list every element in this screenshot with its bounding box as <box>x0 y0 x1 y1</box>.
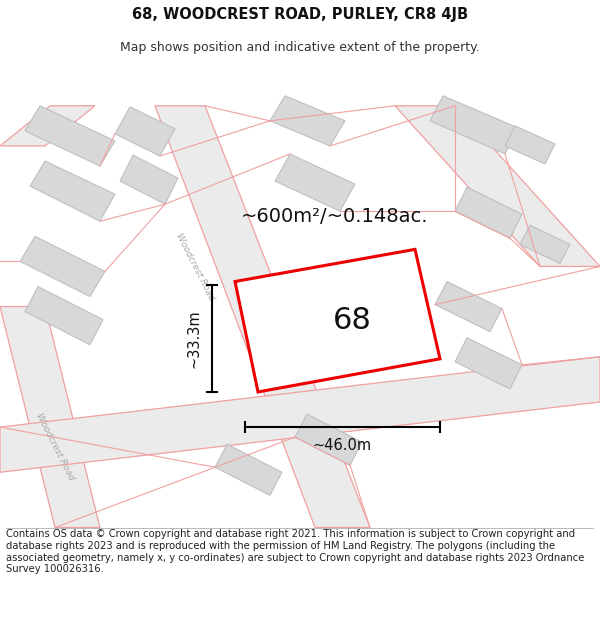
Text: Woodcrest Road: Woodcrest Road <box>34 412 76 482</box>
Polygon shape <box>30 161 115 221</box>
Text: ~46.0m: ~46.0m <box>313 438 372 452</box>
Polygon shape <box>0 307 100 528</box>
Polygon shape <box>25 106 115 166</box>
Text: Map shows position and indicative extent of the property.: Map shows position and indicative extent… <box>120 41 480 54</box>
Polygon shape <box>235 249 440 392</box>
Polygon shape <box>215 444 282 496</box>
Text: 68, WOODCREST ROAD, PURLEY, CR8 4JB: 68, WOODCREST ROAD, PURLEY, CR8 4JB <box>132 7 468 22</box>
Polygon shape <box>435 281 502 332</box>
Polygon shape <box>120 155 178 204</box>
Polygon shape <box>455 187 522 238</box>
Polygon shape <box>505 126 555 164</box>
Text: ~600m²/~0.148ac.: ~600m²/~0.148ac. <box>241 207 429 226</box>
Polygon shape <box>25 286 103 345</box>
Text: Woodcrest Road: Woodcrest Road <box>174 231 216 301</box>
Polygon shape <box>295 414 362 465</box>
Polygon shape <box>455 338 522 389</box>
Polygon shape <box>0 357 600 472</box>
Text: Contains OS data © Crown copyright and database right 2021. This information is : Contains OS data © Crown copyright and d… <box>6 529 584 574</box>
Polygon shape <box>275 154 355 211</box>
Polygon shape <box>430 96 518 154</box>
Polygon shape <box>155 106 370 528</box>
Text: ~33.3m: ~33.3m <box>187 309 202 368</box>
Polygon shape <box>0 106 95 146</box>
Text: 68: 68 <box>332 306 371 335</box>
Polygon shape <box>270 96 345 146</box>
Polygon shape <box>115 107 175 156</box>
Polygon shape <box>520 225 570 263</box>
Polygon shape <box>395 106 600 266</box>
Polygon shape <box>20 236 105 296</box>
